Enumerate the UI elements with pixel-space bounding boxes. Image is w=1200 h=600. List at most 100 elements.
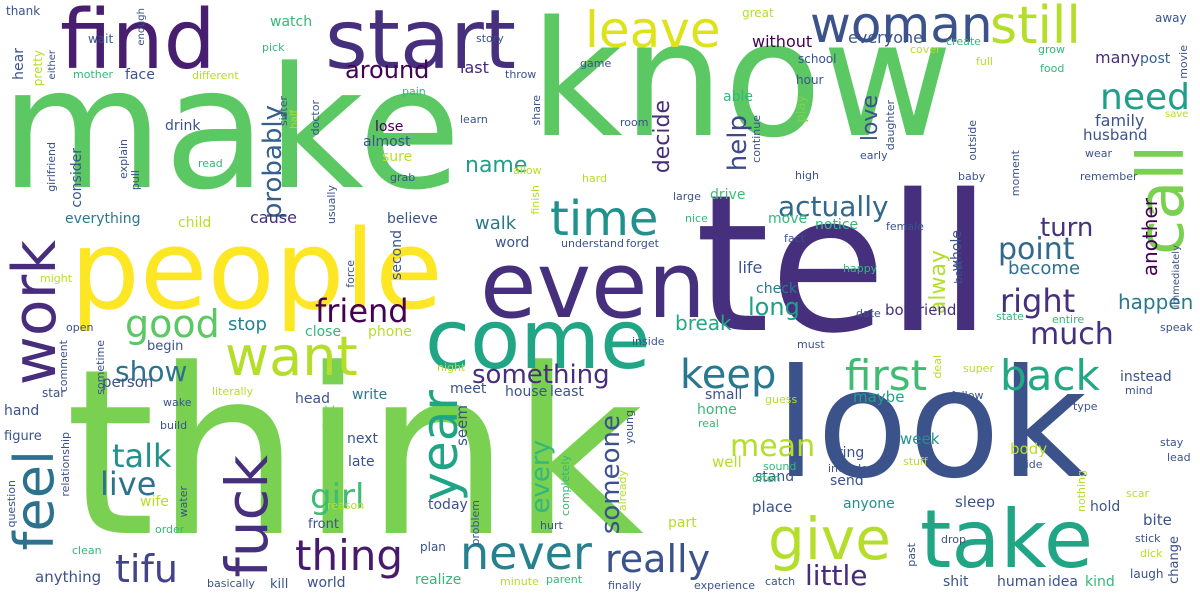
word: play xyxy=(794,95,809,123)
word: never xyxy=(460,526,592,580)
word: type xyxy=(1073,400,1098,413)
word: kill xyxy=(270,577,289,592)
word: guess xyxy=(765,393,798,406)
word: forget xyxy=(626,237,659,250)
word: past xyxy=(905,543,918,567)
word: almost xyxy=(363,134,411,150)
word: drive xyxy=(710,187,746,203)
word: stuff xyxy=(903,455,928,468)
word: away xyxy=(1155,11,1187,25)
word: hour xyxy=(796,73,824,87)
word: star xyxy=(42,386,66,400)
word: grab xyxy=(390,171,416,184)
word: entire xyxy=(1052,313,1085,326)
word: people xyxy=(70,206,443,334)
word: doctor xyxy=(309,100,322,136)
word: problem xyxy=(469,500,482,546)
word: clean xyxy=(72,544,102,557)
word: everyone xyxy=(848,28,923,47)
word: thank xyxy=(6,4,41,18)
word: break xyxy=(675,311,732,335)
word: order xyxy=(155,523,185,536)
word: mother xyxy=(73,68,114,81)
word: continue xyxy=(750,115,763,163)
word: today xyxy=(428,497,468,513)
word: boyfriend xyxy=(885,301,957,319)
word: time xyxy=(550,191,659,247)
word: still xyxy=(990,0,1081,56)
word: word xyxy=(495,235,530,251)
word: pain xyxy=(402,85,426,98)
word: live xyxy=(100,465,157,503)
word: school xyxy=(798,52,837,66)
word: force xyxy=(344,260,357,288)
word: well xyxy=(712,453,742,471)
word: send xyxy=(830,473,864,489)
word: basically xyxy=(207,577,255,590)
word: second xyxy=(389,230,405,280)
word: figure xyxy=(4,429,42,444)
word: make xyxy=(0,31,462,227)
word: give xyxy=(768,505,891,573)
word: post xyxy=(1140,51,1171,67)
word: might xyxy=(40,272,73,285)
word: different xyxy=(192,69,239,82)
word: game xyxy=(580,57,612,70)
word: large xyxy=(673,190,701,203)
word: without xyxy=(752,32,813,51)
word: small xyxy=(705,387,743,403)
word: talk xyxy=(112,437,172,475)
word: must xyxy=(797,338,825,351)
word: state xyxy=(996,310,1024,323)
word: woman xyxy=(810,0,993,54)
word: moment xyxy=(1009,150,1022,197)
word: learn xyxy=(460,113,488,126)
word: tell xyxy=(695,154,992,375)
word: question xyxy=(5,480,18,528)
word: lead xyxy=(1167,451,1191,464)
word: create xyxy=(946,35,981,48)
word: front xyxy=(308,517,339,532)
word: able xyxy=(723,89,753,105)
word: close xyxy=(305,324,342,340)
word: relationship xyxy=(59,432,72,497)
word: finally xyxy=(608,579,642,592)
word: movie xyxy=(1177,45,1190,79)
word: help xyxy=(723,115,753,172)
word: sleep xyxy=(955,493,995,511)
word: seem xyxy=(453,405,471,446)
word: turn xyxy=(1040,213,1094,243)
word: bring xyxy=(828,445,865,461)
word: full xyxy=(976,55,993,68)
word: super xyxy=(963,362,994,375)
word: night xyxy=(437,361,466,374)
word: home xyxy=(697,402,737,418)
word: whole xyxy=(949,230,965,272)
word: plan xyxy=(420,540,446,554)
word: last xyxy=(460,58,489,77)
word: cause xyxy=(250,208,297,227)
word: side xyxy=(1020,458,1043,471)
word: instead xyxy=(1120,369,1172,385)
word: back xyxy=(1000,351,1100,400)
word: hear xyxy=(11,48,27,80)
word: keep xyxy=(680,352,777,398)
word: much xyxy=(1030,317,1114,352)
word: girl xyxy=(310,477,365,517)
word: little xyxy=(805,559,868,592)
word: minute xyxy=(500,575,539,588)
word: wife xyxy=(140,494,169,510)
word: completely xyxy=(559,455,572,516)
word: usually xyxy=(325,185,338,225)
word: world xyxy=(307,575,346,591)
word: early xyxy=(860,149,888,162)
word: wait xyxy=(88,32,114,46)
word: actually xyxy=(778,190,889,223)
word: anything xyxy=(35,568,102,586)
word: phone xyxy=(368,324,412,340)
word: read xyxy=(198,157,223,170)
word: speak xyxy=(1160,321,1193,334)
word: already xyxy=(616,470,629,512)
word: pick xyxy=(262,41,285,54)
word: scar xyxy=(1126,487,1150,500)
